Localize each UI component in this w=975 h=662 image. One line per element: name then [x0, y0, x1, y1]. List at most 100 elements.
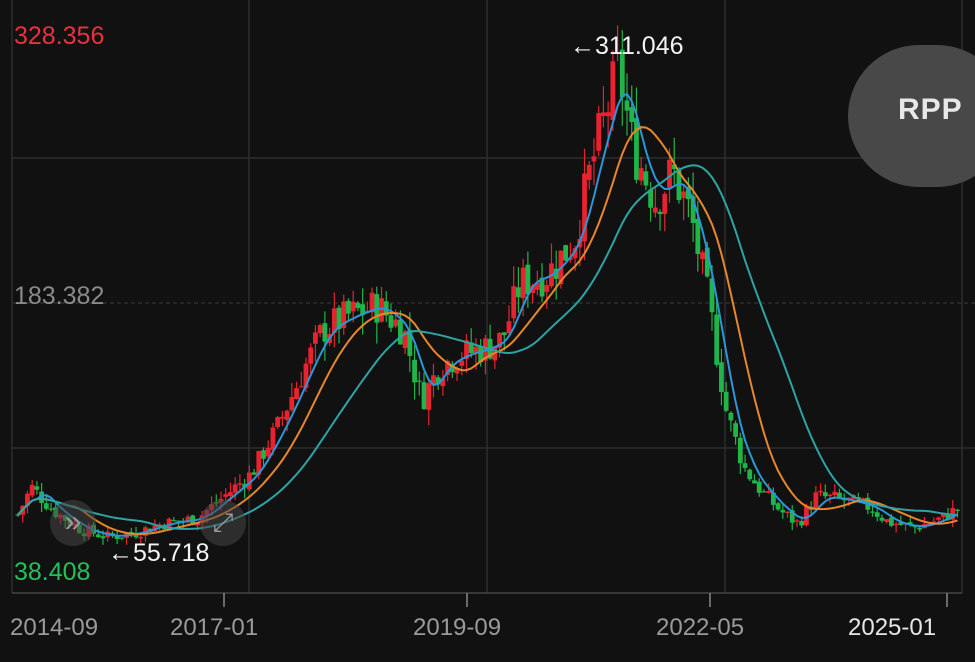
candle-down	[416, 380, 422, 382]
candle-down	[553, 268, 559, 279]
candle-down	[945, 513, 951, 520]
candle-down	[119, 537, 125, 539]
candle-down	[360, 304, 366, 316]
candle-down	[478, 346, 484, 363]
candle-down	[685, 186, 691, 200]
candle-down	[888, 517, 894, 526]
grid	[11, 0, 975, 593]
candle-up	[284, 410, 290, 421]
candle-up	[350, 301, 356, 312]
candle-down	[407, 329, 413, 356]
candle-down	[261, 450, 266, 459]
candle-down	[15, 514, 21, 516]
y-max-label: 328.356	[14, 22, 105, 50]
y-min-label: 38.408	[14, 558, 91, 586]
candle-down	[898, 522, 904, 525]
low-annotation-value: 55.718	[133, 539, 210, 567]
candle-up	[369, 292, 375, 313]
candle-up	[827, 494, 833, 497]
candle-up	[473, 346, 479, 354]
candle-up	[454, 368, 460, 374]
candle-down	[737, 437, 743, 464]
candle-up	[681, 191, 687, 199]
candle-down	[780, 509, 786, 513]
arrow-left-icon: ←	[570, 32, 595, 60]
fullscreen-button[interactable]: ⤢	[200, 500, 246, 546]
candle-down	[634, 118, 639, 180]
candle-up	[530, 285, 535, 294]
candle-down	[789, 510, 795, 523]
candle-up	[940, 512, 946, 518]
candle-down	[822, 492, 828, 497]
candle-up	[766, 491, 772, 493]
candle-down	[690, 196, 696, 224]
candle-up	[185, 516, 191, 521]
candle-up	[341, 301, 347, 329]
candle-up	[25, 493, 30, 507]
candle-up	[936, 517, 942, 520]
candle-down	[714, 314, 720, 365]
candle-down	[917, 527, 923, 530]
candle-down	[629, 107, 635, 122]
candle-up	[591, 156, 597, 162]
candle-down	[728, 412, 734, 421]
candle-up	[652, 207, 658, 213]
ma-short-line	[17, 92, 958, 537]
rpp-label: RPP	[898, 93, 963, 126]
candle-up	[289, 396, 295, 411]
candle-up	[223, 494, 229, 497]
candle-up	[265, 447, 271, 457]
candle-up	[931, 521, 937, 524]
low-annotation: ←55.718	[108, 539, 209, 568]
candle-up	[294, 388, 299, 399]
candle-down	[624, 100, 630, 111]
candle-down	[733, 423, 738, 437]
candle-down	[619, 49, 625, 98]
candle-down	[874, 512, 880, 517]
candle-up	[534, 282, 540, 290]
candle-down	[719, 362, 724, 393]
candle-up	[601, 112, 606, 117]
candle-up	[308, 347, 314, 364]
x-tick-label: 2017-01	[170, 614, 259, 641]
candle-up	[431, 375, 436, 386]
candle-up	[256, 450, 262, 475]
expand-icon: ⤢	[212, 507, 234, 537]
candle-down	[171, 520, 177, 522]
candle-down	[695, 218, 701, 254]
candle-up	[804, 506, 809, 526]
candle-up	[379, 298, 384, 322]
candle-down	[501, 332, 507, 336]
high-annotation-value: 311.046	[595, 32, 684, 60]
candle-up	[700, 252, 705, 260]
candle-down	[879, 517, 885, 521]
rpp-button[interactable]: RPP	[848, 45, 975, 187]
candle-down	[742, 463, 748, 468]
candle-down	[43, 503, 49, 509]
candle-down	[657, 211, 663, 215]
candle-down	[133, 533, 139, 538]
candle-up	[152, 525, 158, 531]
candle-down	[468, 342, 474, 354]
candle-down	[799, 520, 805, 526]
candle-down	[242, 483, 248, 488]
y-mid-label: 183.382	[14, 282, 105, 310]
double-chevron-right-icon: »	[64, 505, 82, 538]
candle-up	[275, 417, 281, 427]
candle-up	[313, 332, 318, 344]
candle-up	[893, 523, 899, 526]
candle-up	[794, 520, 800, 522]
candle-down	[775, 503, 781, 510]
candle-up	[393, 319, 399, 327]
scroll-to-latest-button[interactable]: »	[50, 500, 96, 546]
candle-down	[516, 287, 521, 298]
candle-up	[464, 340, 469, 360]
candle-up	[662, 193, 668, 214]
candle-up	[813, 492, 819, 509]
candle-up	[667, 159, 672, 188]
candle-down	[643, 171, 649, 186]
candle-up	[586, 164, 592, 180]
candle-up	[237, 483, 243, 485]
candle-up	[426, 383, 432, 410]
candle-up	[596, 113, 602, 151]
